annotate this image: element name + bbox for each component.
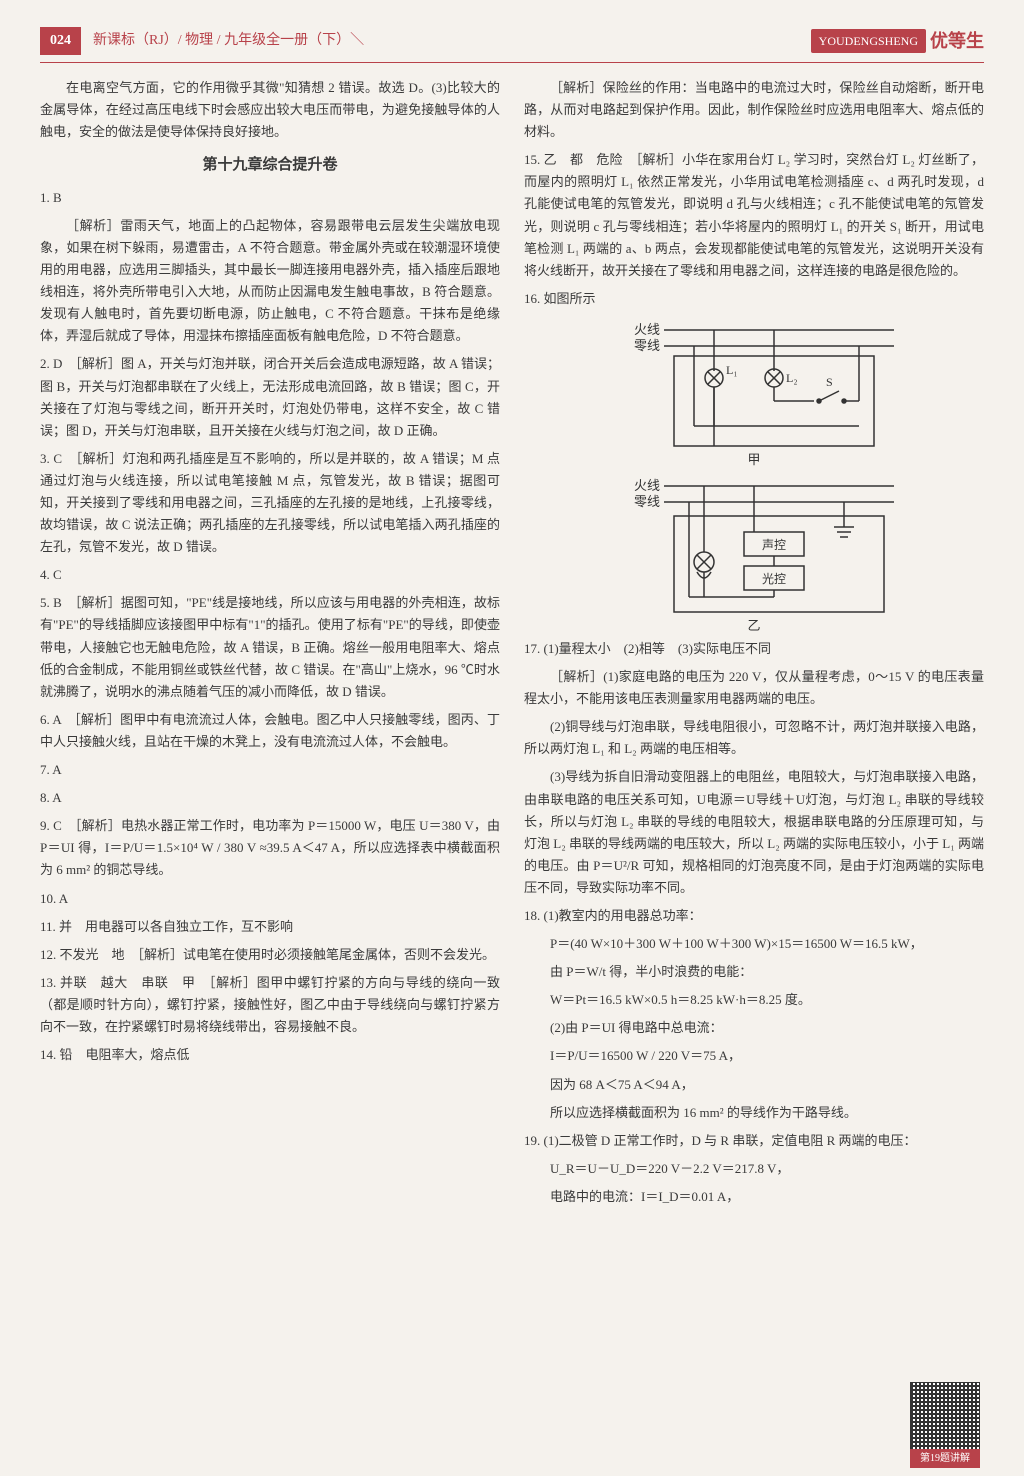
content-columns: 在电离空气方面，它的作用微乎其微"知猜想 2 错误。故选 D。(3)比较大的金属… (40, 77, 984, 1214)
q3: 3. C ［解析］灯泡和两孔插座是互不影响的，所以是并联的，故 A 错误；M 点… (40, 448, 500, 558)
q10: 10. A (40, 888, 500, 910)
fig1-s-label: S (826, 375, 833, 389)
q16: 16. 如图所示 (524, 288, 984, 310)
fig2-voice-label: 声控 (762, 538, 786, 552)
q6: 6. A ［解析］图甲中有电流流过人体，会触电。图乙中人只接触零线，图丙、丁中人… (40, 709, 500, 753)
q4: 4. C (40, 564, 500, 586)
fig2-live-label: 火线 (634, 478, 660, 493)
brand-text: 优等生 (930, 26, 984, 57)
q17: 17. (1)量程太小 (2)相等 (3)实际电压不同 (524, 638, 984, 660)
intro-paragraph: 在电离空气方面，它的作用微乎其微"知猜想 2 错误。故选 D。(3)比较大的金属… (40, 77, 500, 143)
section-title: 第十九章综合提升卷 (40, 153, 500, 179)
q14-explain: ［解析］保险丝的作用：当电路中的电流过大时，保险丝自动熔断，断开电路，从而对电路… (524, 77, 984, 143)
page-header: 024 新课标（RJ）/ 物理 / 九年级全一册（下）＼ YOUDENGSHEN… (40, 28, 984, 54)
q18h: 所以应选择横截面积为 16 mm² 的导线作为干路导线。 (524, 1102, 984, 1124)
q15: 15. 乙 都 危险 ［解析］小华在家用台灯 L₂ 学习时，突然台灯 L₂ 灯丝… (524, 149, 984, 282)
q18g: 因为 68 A＜75 A＜94 A， (524, 1074, 984, 1096)
q18a: 18. (1)教室内的用电器总功率： (524, 905, 984, 927)
q17e2: (2)铜导线与灯泡串联，导线电阻很小，可忽略不计，两灯泡并联接入电路，所以两灯泡… (524, 716, 984, 760)
circuit-diagram-2: 火线 零线 声控 光控 (604, 472, 904, 632)
q1: 1. B (40, 187, 500, 209)
header-brand: YOUDENGSHENG 优等生 (811, 26, 984, 57)
fig2-light-label: 光控 (762, 572, 786, 586)
fig1-l1-label: L₁ (726, 363, 738, 377)
fig1-neutral-label: 零线 (634, 338, 660, 353)
fig1-caption: 甲 (747, 452, 760, 466)
page-number-badge: 024 (40, 27, 81, 55)
fig2-neutral-label: 零线 (634, 494, 660, 509)
q18f: I＝P/U＝16500 W / 220 V＝75 A， (524, 1045, 984, 1067)
q19c: 电路中的电流：I＝I_D＝0.01 A， (524, 1186, 984, 1208)
q19a: 19. (1)二极管 D 正常工作时，D 与 R 串联，定值电阻 R 两端的电压… (524, 1130, 984, 1152)
q11: 11. 并 用电器可以各自独立工作，互不影响 (40, 916, 500, 938)
fig1-l2-label: L₂ (786, 371, 798, 385)
fig2-caption: 乙 (747, 618, 760, 632)
fig1-live-label: 火线 (634, 322, 660, 337)
circuit-diagram-1: 火线 零线 L₁ L₂ (604, 316, 904, 466)
left-column: 在电离空气方面，它的作用微乎其微"知猜想 2 错误。故选 D。(3)比较大的金属… (40, 77, 500, 1214)
right-column: ［解析］保险丝的作用：当电路中的电流过大时，保险丝自动熔断，断开电路，从而对电路… (524, 77, 984, 1214)
qr-label: 第19题讲解 (910, 1449, 980, 1468)
q19b: U_R＝U－U_D＝220 V－2.2 V＝217.8 V， (524, 1158, 984, 1180)
q17e1: ［解析］(1)家庭电路的电压为 220 V，仅从量程考虑，0～15 V 的电压表… (524, 666, 984, 710)
q18b: P＝(40 W×10＋300 W＋100 W＋300 W)×15＝16500 W… (524, 933, 984, 955)
q5: 5. B ［解析］据图可知，"PE"线是接地线，所以应该与用电器的外壳相连，故标… (40, 592, 500, 702)
q2: 2. D ［解析］图 A，开关与灯泡并联，闭合开关后会造成电源短路，故 A 错误… (40, 353, 500, 441)
header-divider (40, 62, 984, 63)
q13: 13. 并联 越大 串联 甲 ［解析］图甲中螺钉拧紧的方向与导线的绕向一致（都是… (40, 972, 500, 1038)
brand-pinyin: YOUDENGSHENG (811, 29, 926, 53)
q18d: W＝Pt＝16.5 kW×0.5 h＝8.25 kW·h＝8.25 度。 (524, 989, 984, 1011)
q14: 14. 铅 电阻率大，熔点低 (40, 1044, 500, 1066)
q7: 7. A (40, 759, 500, 781)
q8: 8. A (40, 787, 500, 809)
q17e3: (3)导线为拆自旧滑动变阻器上的电阻丝，电阻较大，与灯泡串联接入电路，由串联电路… (524, 766, 984, 899)
header-title: 新课标（RJ）/ 物理 / 九年级全一册（下）＼ (93, 29, 811, 53)
q12: 12. 不发光 地 ［解析］试电笔在使用时必须接触笔尾金属体，否则不会发光。 (40, 944, 500, 966)
q1-explain: ［解析］雷雨天气，地面上的凸起物体，容易跟带电云层发生尖端放电现象，如果在树下躲… (40, 215, 500, 348)
q18e: (2)由 P＝UI 得电路中总电流： (524, 1017, 984, 1039)
qr-code[interactable] (910, 1382, 980, 1452)
q9: 9. C ［解析］电热水器正常工作时，电功率为 P＝15000 W，电压 U＝3… (40, 815, 500, 881)
q18c: 由 P＝W/t 得，半小时浪费的电能： (524, 961, 984, 983)
